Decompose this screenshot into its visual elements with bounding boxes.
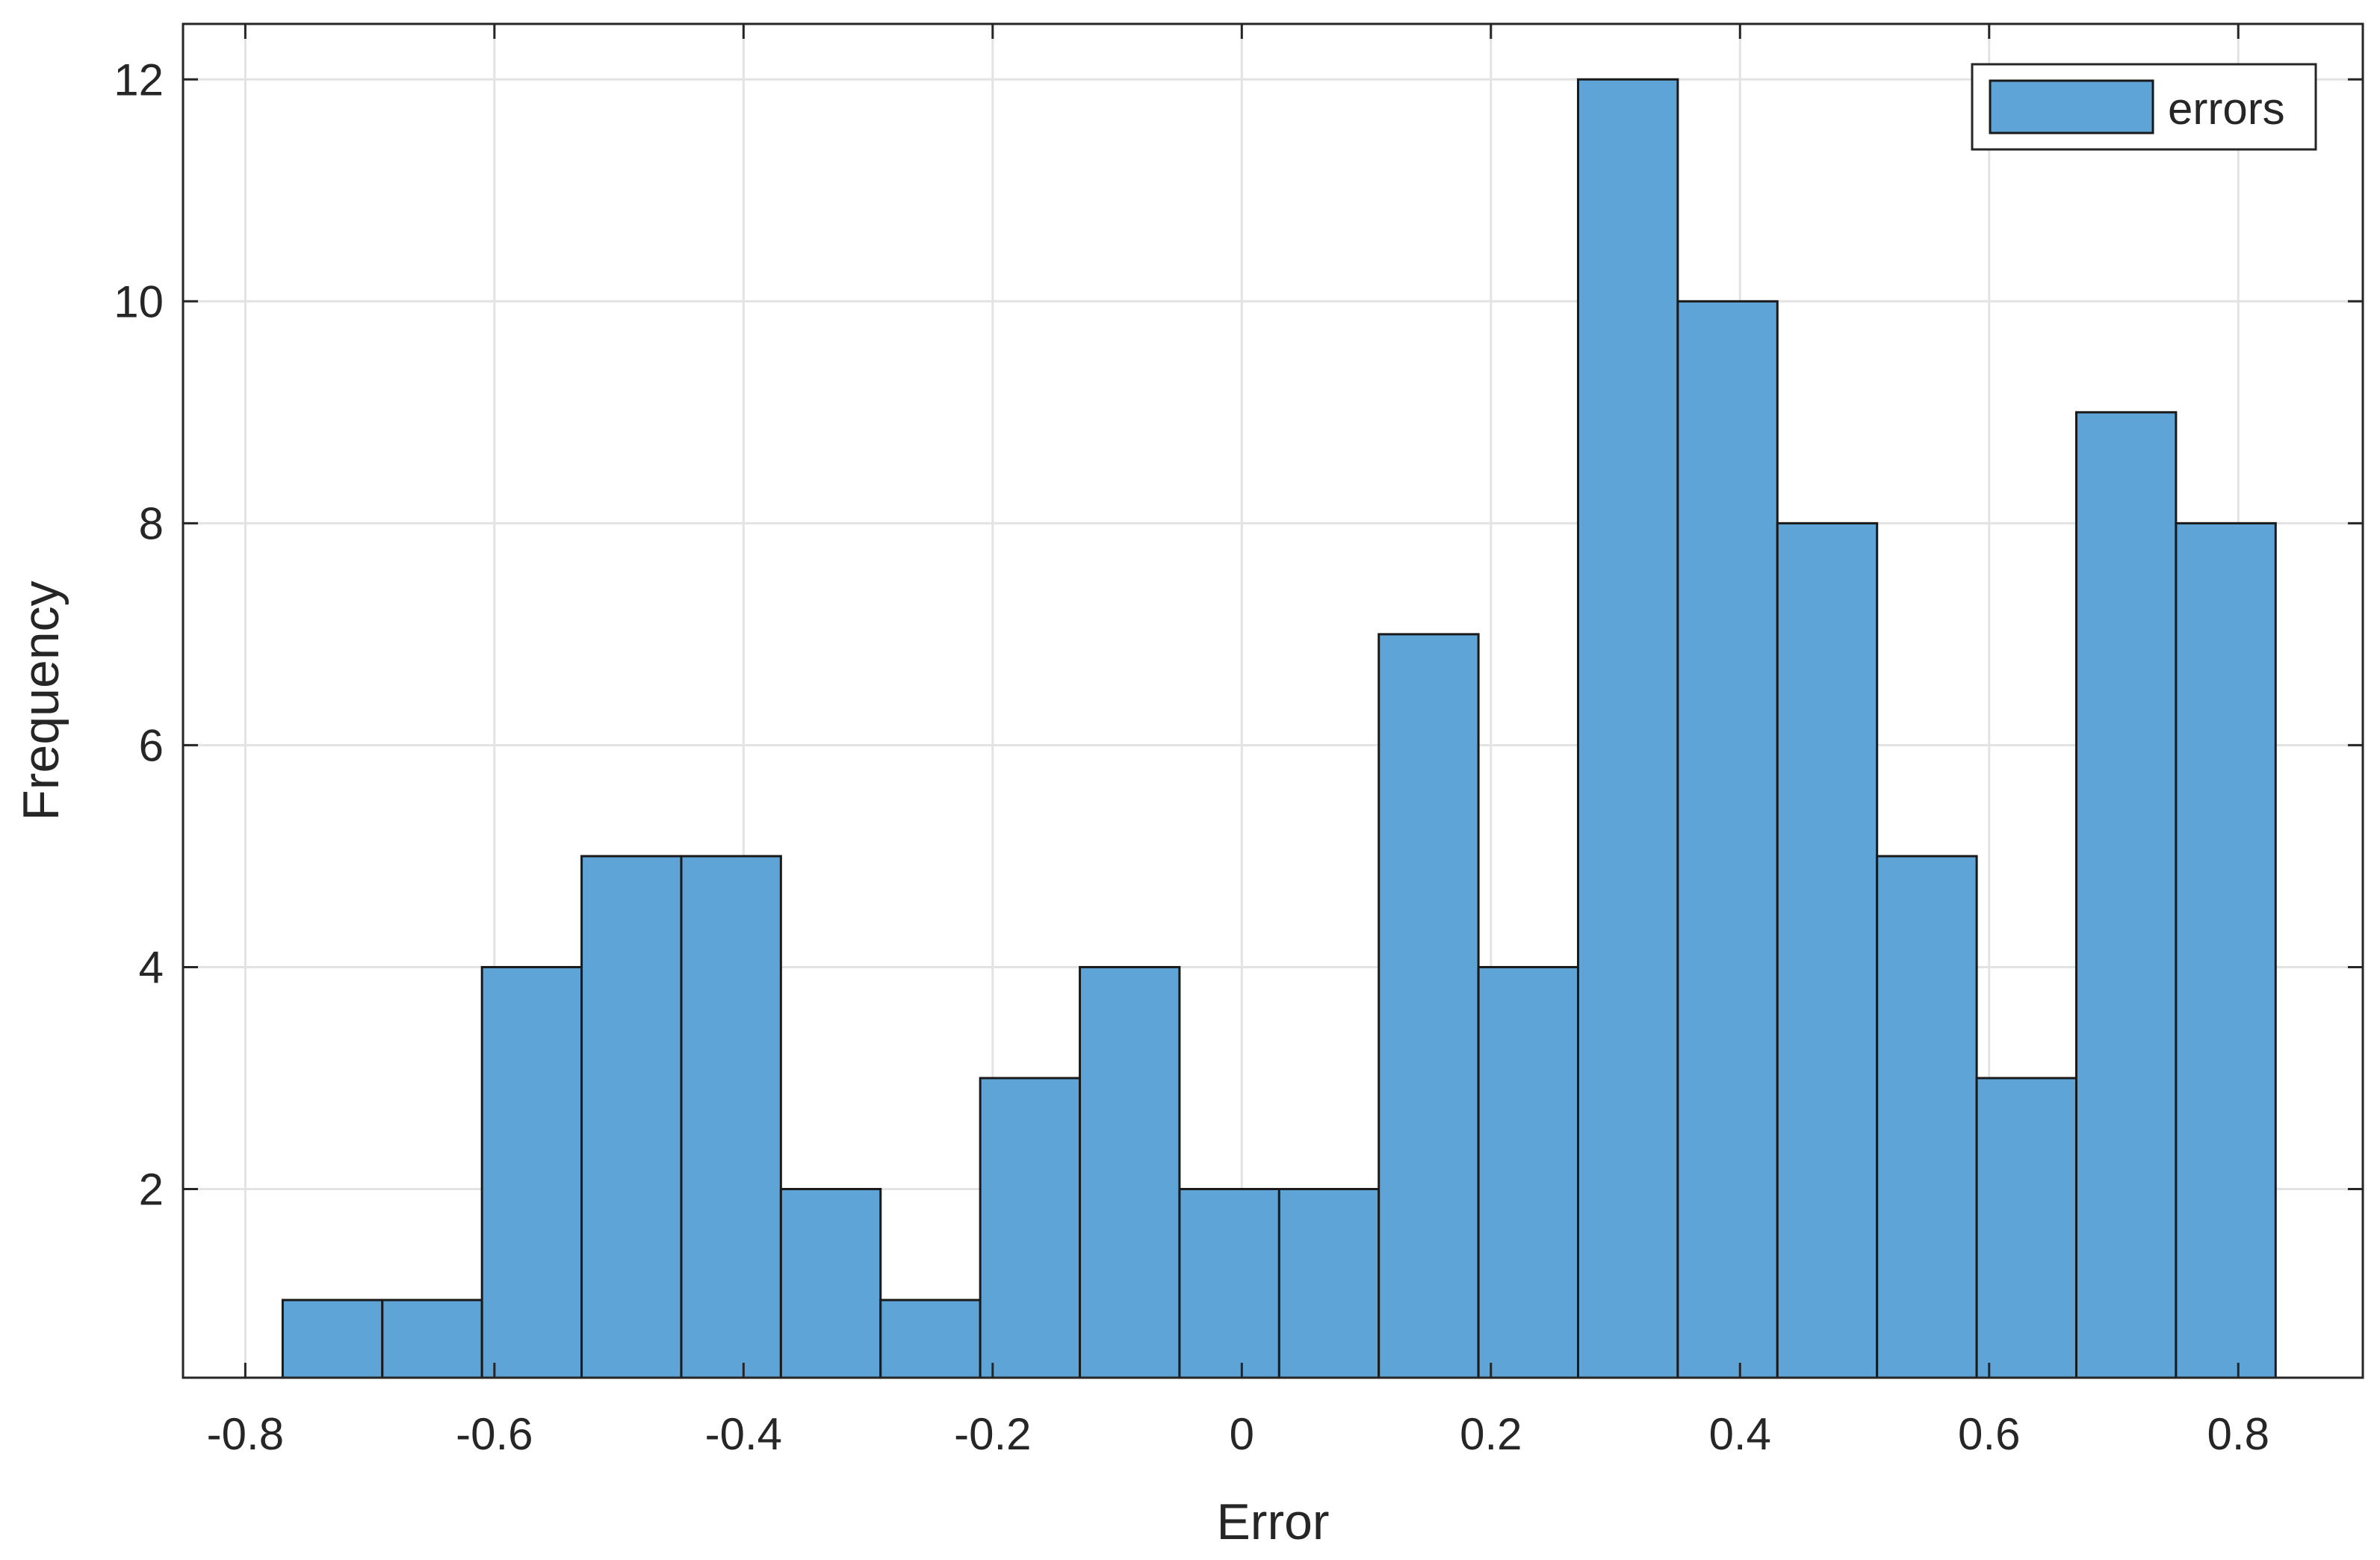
histogram-bar-9 (1178, 1188, 1280, 1379)
y-axis-ticks: 2 4 6 8 10 12 (114, 55, 2363, 1215)
y-tick-label-1: 4 (139, 942, 164, 992)
histogram-bar-18 (2074, 411, 2178, 1379)
y-tick-label-5: 12 (114, 55, 164, 105)
histogram-bar-2 (480, 965, 583, 1379)
x-tick-label-1: -0.6 (456, 1409, 533, 1459)
histogram-bar-12 (1477, 965, 1580, 1379)
plot-frame (182, 22, 2364, 1379)
x-tick-label-5: 0.2 (1460, 1409, 1522, 1459)
legend-label-errors: errors (2168, 84, 2285, 134)
y-axis-label: Frequency (13, 581, 69, 820)
histogram-bar-8 (1079, 965, 1181, 1379)
x-tick-label-6: 0.4 (1709, 1409, 1771, 1459)
x-axis-label: Error (1216, 1494, 1329, 1550)
x-tick-label-8: 0.8 (2207, 1409, 2269, 1459)
histogram-bar-4 (680, 855, 782, 1379)
histogram-bar-13 (1577, 78, 1679, 1379)
histogram-bar-1 (381, 1299, 483, 1379)
histogram-bar-11 (1378, 633, 1480, 1379)
histogram-bars (281, 78, 2277, 1379)
y-tick-label-3: 8 (139, 498, 164, 548)
histogram-bar-14 (1676, 300, 1779, 1379)
histogram-bar-10 (1277, 1188, 1380, 1379)
histogram-bar-0 (281, 1299, 384, 1379)
x-tick-label-0: -0.8 (207, 1409, 284, 1459)
x-tick-label-4: 0 (1230, 1409, 1254, 1459)
histogram-bar-5 (779, 1188, 882, 1379)
histogram-bar-16 (1876, 855, 1978, 1379)
x-tick-label-7: 0.6 (1958, 1409, 2020, 1459)
histogram-bar-6 (879, 1299, 982, 1379)
x-tick-label-2: -0.4 (705, 1409, 782, 1459)
legend-swatch (1989, 79, 2154, 134)
histogram-bar-7 (979, 1077, 1082, 1379)
x-axis-ticks: -0.8 -0.6 -0.4 -0.2 0 0.2 0.4 0.6 0.8 (207, 24, 2269, 1459)
y-tick-label-0: 2 (139, 1165, 164, 1215)
histogram-bar-17 (1975, 1077, 2077, 1379)
y-tick-label-4: 10 (114, 276, 164, 326)
y-tick-label-2: 6 (139, 720, 164, 770)
x-tick-label-3: -0.2 (954, 1409, 1031, 1459)
legend: errors (1971, 63, 2317, 151)
histogram-bar-15 (1776, 521, 1879, 1379)
histogram-bar-19 (2175, 521, 2277, 1379)
histogram-bar-3 (580, 855, 683, 1379)
